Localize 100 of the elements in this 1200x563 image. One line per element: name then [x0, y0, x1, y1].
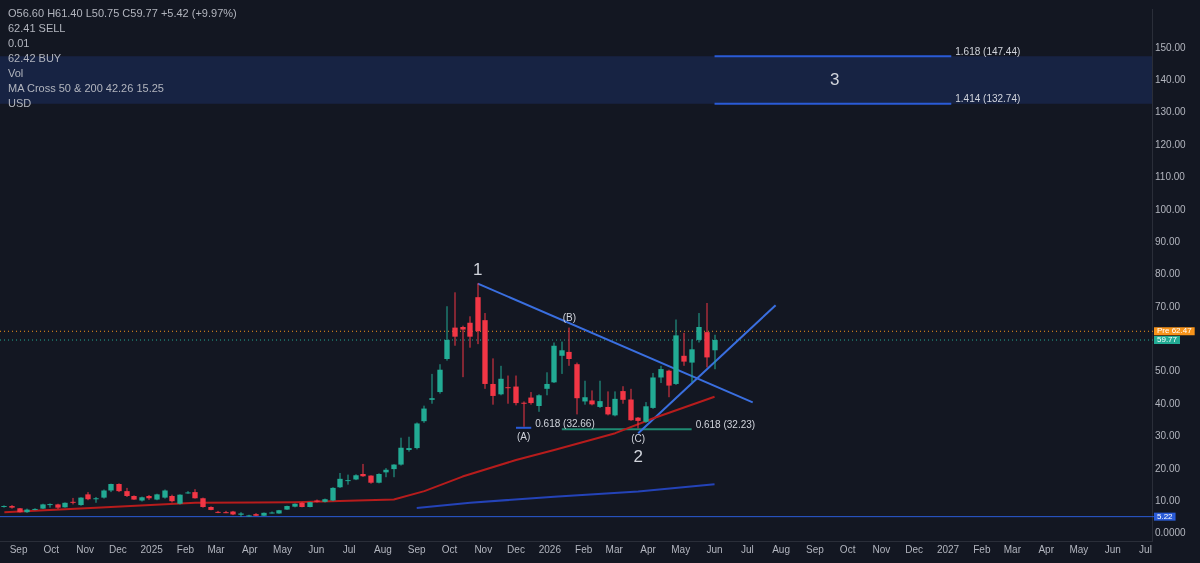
- x-tick-label: Oct: [839, 543, 856, 555]
- candlestick: [582, 380, 588, 406]
- y-tick-label: 30.00: [1155, 430, 1181, 442]
- annotation: MA Cross 50 & 200 42.26 15.25: [8, 81, 165, 96]
- x-tick-label: Dec: [905, 543, 924, 555]
- candlestick: [658, 365, 664, 384]
- annotation: 1.618 (147.44): [955, 45, 1021, 57]
- candlestick: [681, 332, 687, 367]
- annotation: 2: [633, 447, 643, 467]
- y-tick-label: 90.00: [1155, 235, 1181, 247]
- candlestick: [185, 490, 191, 495]
- y-tick-label: 130.00: [1155, 106, 1187, 118]
- y-tick-label: 110.00: [1155, 171, 1186, 183]
- y-tick-label: 10.00: [1155, 494, 1181, 506]
- x-tick-label: Mar: [605, 543, 624, 555]
- x-tick-label: Oct: [43, 543, 60, 555]
- x-tick-label: Nov: [474, 543, 493, 555]
- x-tick-label: 2027: [936, 543, 960, 555]
- y-tick-label: 100.00: [1155, 203, 1187, 215]
- candlestick: [93, 496, 99, 504]
- x-tick-label: May: [671, 543, 691, 555]
- annotation: 0.01: [8, 36, 31, 51]
- candlestick: [521, 400, 527, 428]
- x-tick-label: Jun: [706, 543, 723, 555]
- x-tick-label: Jun: [308, 543, 325, 555]
- candlestick: [238, 511, 244, 518]
- candlestick: [406, 436, 412, 453]
- ref-line-label: Pre 62.47: [1157, 326, 1193, 336]
- x-tick-label: Aug: [374, 543, 392, 555]
- x-tick-label: 2026: [538, 543, 562, 555]
- x-tick-label: Jun: [1104, 543, 1121, 555]
- candlestick: [566, 327, 572, 367]
- ref-line-label: 5.22: [1157, 511, 1174, 521]
- x-tick-label: Feb: [575, 543, 593, 555]
- candlestick: [246, 514, 252, 518]
- x-tick-label: Apr: [640, 543, 657, 555]
- x-tick-label: Feb: [176, 543, 195, 555]
- x-tick-label: Sep: [806, 543, 825, 555]
- annotation: 62.42 BUY: [8, 51, 63, 66]
- x-tick-label: Mar: [1003, 543, 1022, 555]
- annotation: 1: [473, 260, 483, 280]
- x-tick-label: Dec: [507, 543, 525, 555]
- y-tick-label: 70.00: [1155, 300, 1181, 312]
- x-tick-label: Nov: [872, 543, 891, 555]
- x-tick-label: Mar: [207, 543, 226, 555]
- y-tick-label: 40.00: [1155, 397, 1181, 409]
- y-tick-label: 50.00: [1155, 365, 1181, 377]
- annotation: 0.618 (32.66): [535, 417, 595, 429]
- annotation: 1.414 (132.74): [955, 93, 1021, 105]
- x-tick-label: Apr: [1038, 543, 1055, 555]
- candlestick: [589, 389, 595, 406]
- candlestick: [498, 365, 504, 396]
- candlestick: [360, 463, 366, 478]
- y-tick-label: 150.00: [1155, 41, 1187, 53]
- annotation: USD: [8, 96, 33, 111]
- annotation: (A): [516, 431, 531, 443]
- candlestick: [345, 474, 351, 486]
- candlestick: [269, 511, 275, 514]
- candlestick: [215, 510, 221, 514]
- annotation: Vol: [8, 66, 25, 81]
- x-tick-label: Aug: [772, 543, 790, 555]
- ref-line-label: 59.77: [1157, 335, 1178, 345]
- annotation: 0.618 (32.23): [695, 418, 756, 430]
- x-tick-label: Jul: [740, 543, 754, 555]
- candlestick: [337, 472, 343, 489]
- candlestick: [32, 507, 38, 511]
- candlestick: [612, 390, 618, 417]
- candlestick: [9, 504, 15, 510]
- x-tick-label: May: [1069, 543, 1089, 555]
- x-tick-label: Jul: [1139, 543, 1152, 555]
- candlestick: [666, 369, 672, 398]
- band-label: 3: [830, 69, 840, 89]
- candlestick: [513, 375, 519, 406]
- candlestick: [505, 375, 511, 405]
- candlestick: [620, 385, 626, 405]
- candlestick: [146, 494, 152, 501]
- candlestick: [605, 390, 611, 416]
- x-tick-label: Sep: [407, 543, 427, 555]
- candlestick: [597, 380, 603, 409]
- candlestick: [70, 497, 76, 505]
- candlestick: [544, 371, 550, 396]
- x-tick-label: Nov: [76, 543, 94, 555]
- x-tick-label: May: [273, 543, 292, 555]
- candlestick: [452, 291, 458, 347]
- y-tick-label: 140.00: [1155, 73, 1187, 85]
- candlestick: [437, 363, 443, 395]
- candlestick: [559, 341, 565, 375]
- x-tick-label: Oct: [441, 543, 458, 555]
- annotation: O56.60 H61.40 L50.75 C59.77 +5.42 (+9.97%): [8, 6, 237, 21]
- candlestick: [490, 357, 496, 406]
- x-tick-label: Sep: [9, 543, 28, 555]
- candlestick: [689, 338, 695, 383]
- y-tick-label: 0.0000: [1155, 527, 1187, 539]
- x-tick-label: 2025: [140, 543, 164, 555]
- annotation: (B): [562, 312, 577, 324]
- x-tick-label: Apr: [242, 543, 259, 555]
- x-tick-label: Jul: [342, 543, 356, 555]
- x-tick-label: Dec: [108, 543, 127, 555]
- candlestick: [528, 391, 534, 406]
- x-tick-label: Feb: [973, 543, 991, 555]
